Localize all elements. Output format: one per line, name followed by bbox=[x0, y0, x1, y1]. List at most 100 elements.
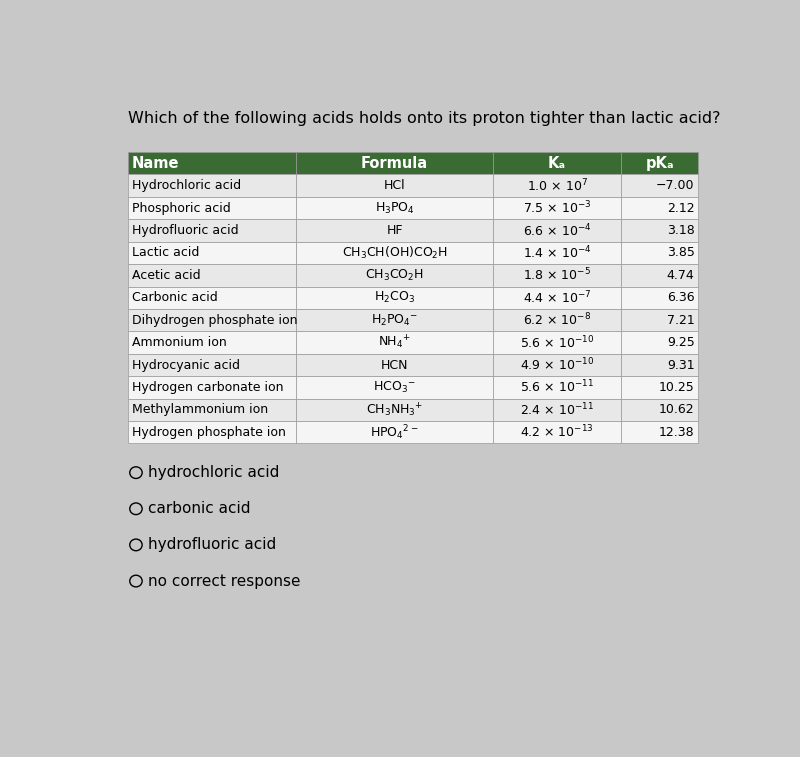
Text: −7.00: −7.00 bbox=[656, 179, 694, 192]
Text: 4.74: 4.74 bbox=[667, 269, 694, 282]
Bar bbox=[296, 152, 493, 174]
Text: 10.25: 10.25 bbox=[659, 381, 694, 394]
Text: Carbonic acid: Carbonic acid bbox=[132, 291, 218, 304]
Text: 6.36: 6.36 bbox=[667, 291, 694, 304]
Bar bbox=[128, 354, 296, 376]
Bar bbox=[622, 332, 698, 354]
Bar bbox=[622, 264, 698, 287]
Text: Name: Name bbox=[132, 156, 179, 171]
Text: Kₐ: Kₐ bbox=[548, 156, 566, 171]
Bar bbox=[296, 309, 493, 332]
Bar bbox=[296, 354, 493, 376]
Bar bbox=[128, 376, 296, 399]
Bar bbox=[493, 197, 622, 220]
Bar bbox=[128, 399, 296, 421]
Text: 6.2 × 10$^{-8}$: 6.2 × 10$^{-8}$ bbox=[523, 312, 591, 329]
Bar bbox=[493, 309, 622, 332]
Bar bbox=[493, 241, 622, 264]
Bar bbox=[493, 354, 622, 376]
Bar bbox=[296, 421, 493, 444]
Bar bbox=[493, 220, 622, 241]
Bar bbox=[296, 174, 493, 197]
Bar bbox=[128, 332, 296, 354]
Bar bbox=[128, 264, 296, 287]
Text: 3.18: 3.18 bbox=[667, 224, 694, 237]
Text: Dihydrogen phosphate ion: Dihydrogen phosphate ion bbox=[132, 313, 297, 327]
Bar bbox=[622, 287, 698, 309]
Bar bbox=[622, 354, 698, 376]
Text: no correct response: no correct response bbox=[148, 574, 300, 588]
Bar bbox=[493, 421, 622, 444]
Text: 5.6 × 10$^{-11}$: 5.6 × 10$^{-11}$ bbox=[520, 379, 594, 396]
Bar bbox=[296, 399, 493, 421]
Text: 1.0 × 10$^{7}$: 1.0 × 10$^{7}$ bbox=[526, 177, 588, 194]
Bar bbox=[296, 287, 493, 309]
Text: 4.2 × 10$^{-13}$: 4.2 × 10$^{-13}$ bbox=[520, 424, 594, 441]
Text: HCO$_3$$^{-}$: HCO$_3$$^{-}$ bbox=[374, 380, 416, 395]
Text: H$_3$PO$_4$: H$_3$PO$_4$ bbox=[374, 201, 414, 216]
Bar bbox=[493, 332, 622, 354]
Bar bbox=[128, 287, 296, 309]
Text: 6.6 × 10$^{-4}$: 6.6 × 10$^{-4}$ bbox=[523, 223, 591, 238]
Text: hydrochloric acid: hydrochloric acid bbox=[148, 465, 279, 480]
Text: Hydrochloric acid: Hydrochloric acid bbox=[132, 179, 241, 192]
Bar bbox=[128, 220, 296, 241]
Text: 4.9 × 10$^{-10}$: 4.9 × 10$^{-10}$ bbox=[520, 357, 594, 373]
Text: 4.4 × 10$^{-7}$: 4.4 × 10$^{-7}$ bbox=[523, 289, 591, 306]
Bar bbox=[493, 152, 622, 174]
Text: carbonic acid: carbonic acid bbox=[148, 501, 250, 516]
Text: H$_2$CO$_3$: H$_2$CO$_3$ bbox=[374, 290, 415, 305]
Bar bbox=[128, 241, 296, 264]
Text: 7.21: 7.21 bbox=[667, 313, 694, 327]
Bar bbox=[296, 241, 493, 264]
Text: CH$_3$CH(OH)CO$_2$H: CH$_3$CH(OH)CO$_2$H bbox=[342, 245, 448, 261]
Text: NH$_4$$^{+}$: NH$_4$$^{+}$ bbox=[378, 334, 411, 351]
Text: CH$_3$CO$_2$H: CH$_3$CO$_2$H bbox=[365, 268, 424, 283]
Bar bbox=[128, 309, 296, 332]
Bar bbox=[296, 264, 493, 287]
Bar bbox=[296, 220, 493, 241]
Text: pKₐ: pKₐ bbox=[646, 156, 674, 171]
Bar bbox=[622, 197, 698, 220]
Bar bbox=[622, 376, 698, 399]
Text: Hydrogen phosphate ion: Hydrogen phosphate ion bbox=[132, 425, 286, 439]
Text: Phosphoric acid: Phosphoric acid bbox=[132, 201, 230, 214]
Text: HCl: HCl bbox=[384, 179, 406, 192]
Text: 1.8 × 10$^{-5}$: 1.8 × 10$^{-5}$ bbox=[523, 267, 591, 284]
Text: 9.31: 9.31 bbox=[667, 359, 694, 372]
Text: 9.25: 9.25 bbox=[667, 336, 694, 349]
Text: 2.12: 2.12 bbox=[667, 201, 694, 214]
Text: 5.6 × 10$^{-10}$: 5.6 × 10$^{-10}$ bbox=[520, 335, 594, 351]
Text: Acetic acid: Acetic acid bbox=[132, 269, 200, 282]
Text: Which of the following acids holds onto its proton tighter than lactic acid?: Which of the following acids holds onto … bbox=[128, 111, 720, 126]
Text: HPO$_4$$^{2-}$: HPO$_4$$^{2-}$ bbox=[370, 423, 419, 441]
Text: H$_2$PO$_4$$^{-}$: H$_2$PO$_4$$^{-}$ bbox=[371, 313, 418, 328]
Text: 2.4 × 10$^{-11}$: 2.4 × 10$^{-11}$ bbox=[520, 401, 594, 418]
Bar bbox=[296, 376, 493, 399]
Bar bbox=[296, 332, 493, 354]
Bar bbox=[296, 197, 493, 220]
Bar bbox=[622, 152, 698, 174]
Bar bbox=[622, 421, 698, 444]
Text: 10.62: 10.62 bbox=[659, 403, 694, 416]
Text: Lactic acid: Lactic acid bbox=[132, 247, 199, 260]
Bar bbox=[493, 376, 622, 399]
Text: Hydrofluoric acid: Hydrofluoric acid bbox=[132, 224, 238, 237]
Text: 12.38: 12.38 bbox=[659, 425, 694, 439]
Bar bbox=[622, 241, 698, 264]
Text: Ammonium ion: Ammonium ion bbox=[132, 336, 226, 349]
Bar bbox=[493, 287, 622, 309]
Text: hydrofluoric acid: hydrofluoric acid bbox=[148, 537, 276, 553]
Text: Methylammonium ion: Methylammonium ion bbox=[132, 403, 268, 416]
Bar bbox=[622, 309, 698, 332]
Text: 3.85: 3.85 bbox=[666, 247, 694, 260]
Bar bbox=[622, 399, 698, 421]
Bar bbox=[128, 197, 296, 220]
Bar bbox=[128, 421, 296, 444]
Text: Hydrocyanic acid: Hydrocyanic acid bbox=[132, 359, 240, 372]
Text: HF: HF bbox=[386, 224, 403, 237]
Bar bbox=[493, 174, 622, 197]
Text: Hydrogen carbonate ion: Hydrogen carbonate ion bbox=[132, 381, 283, 394]
Bar bbox=[493, 399, 622, 421]
Text: CH$_3$NH$_3$$^{+}$: CH$_3$NH$_3$$^{+}$ bbox=[366, 401, 423, 419]
